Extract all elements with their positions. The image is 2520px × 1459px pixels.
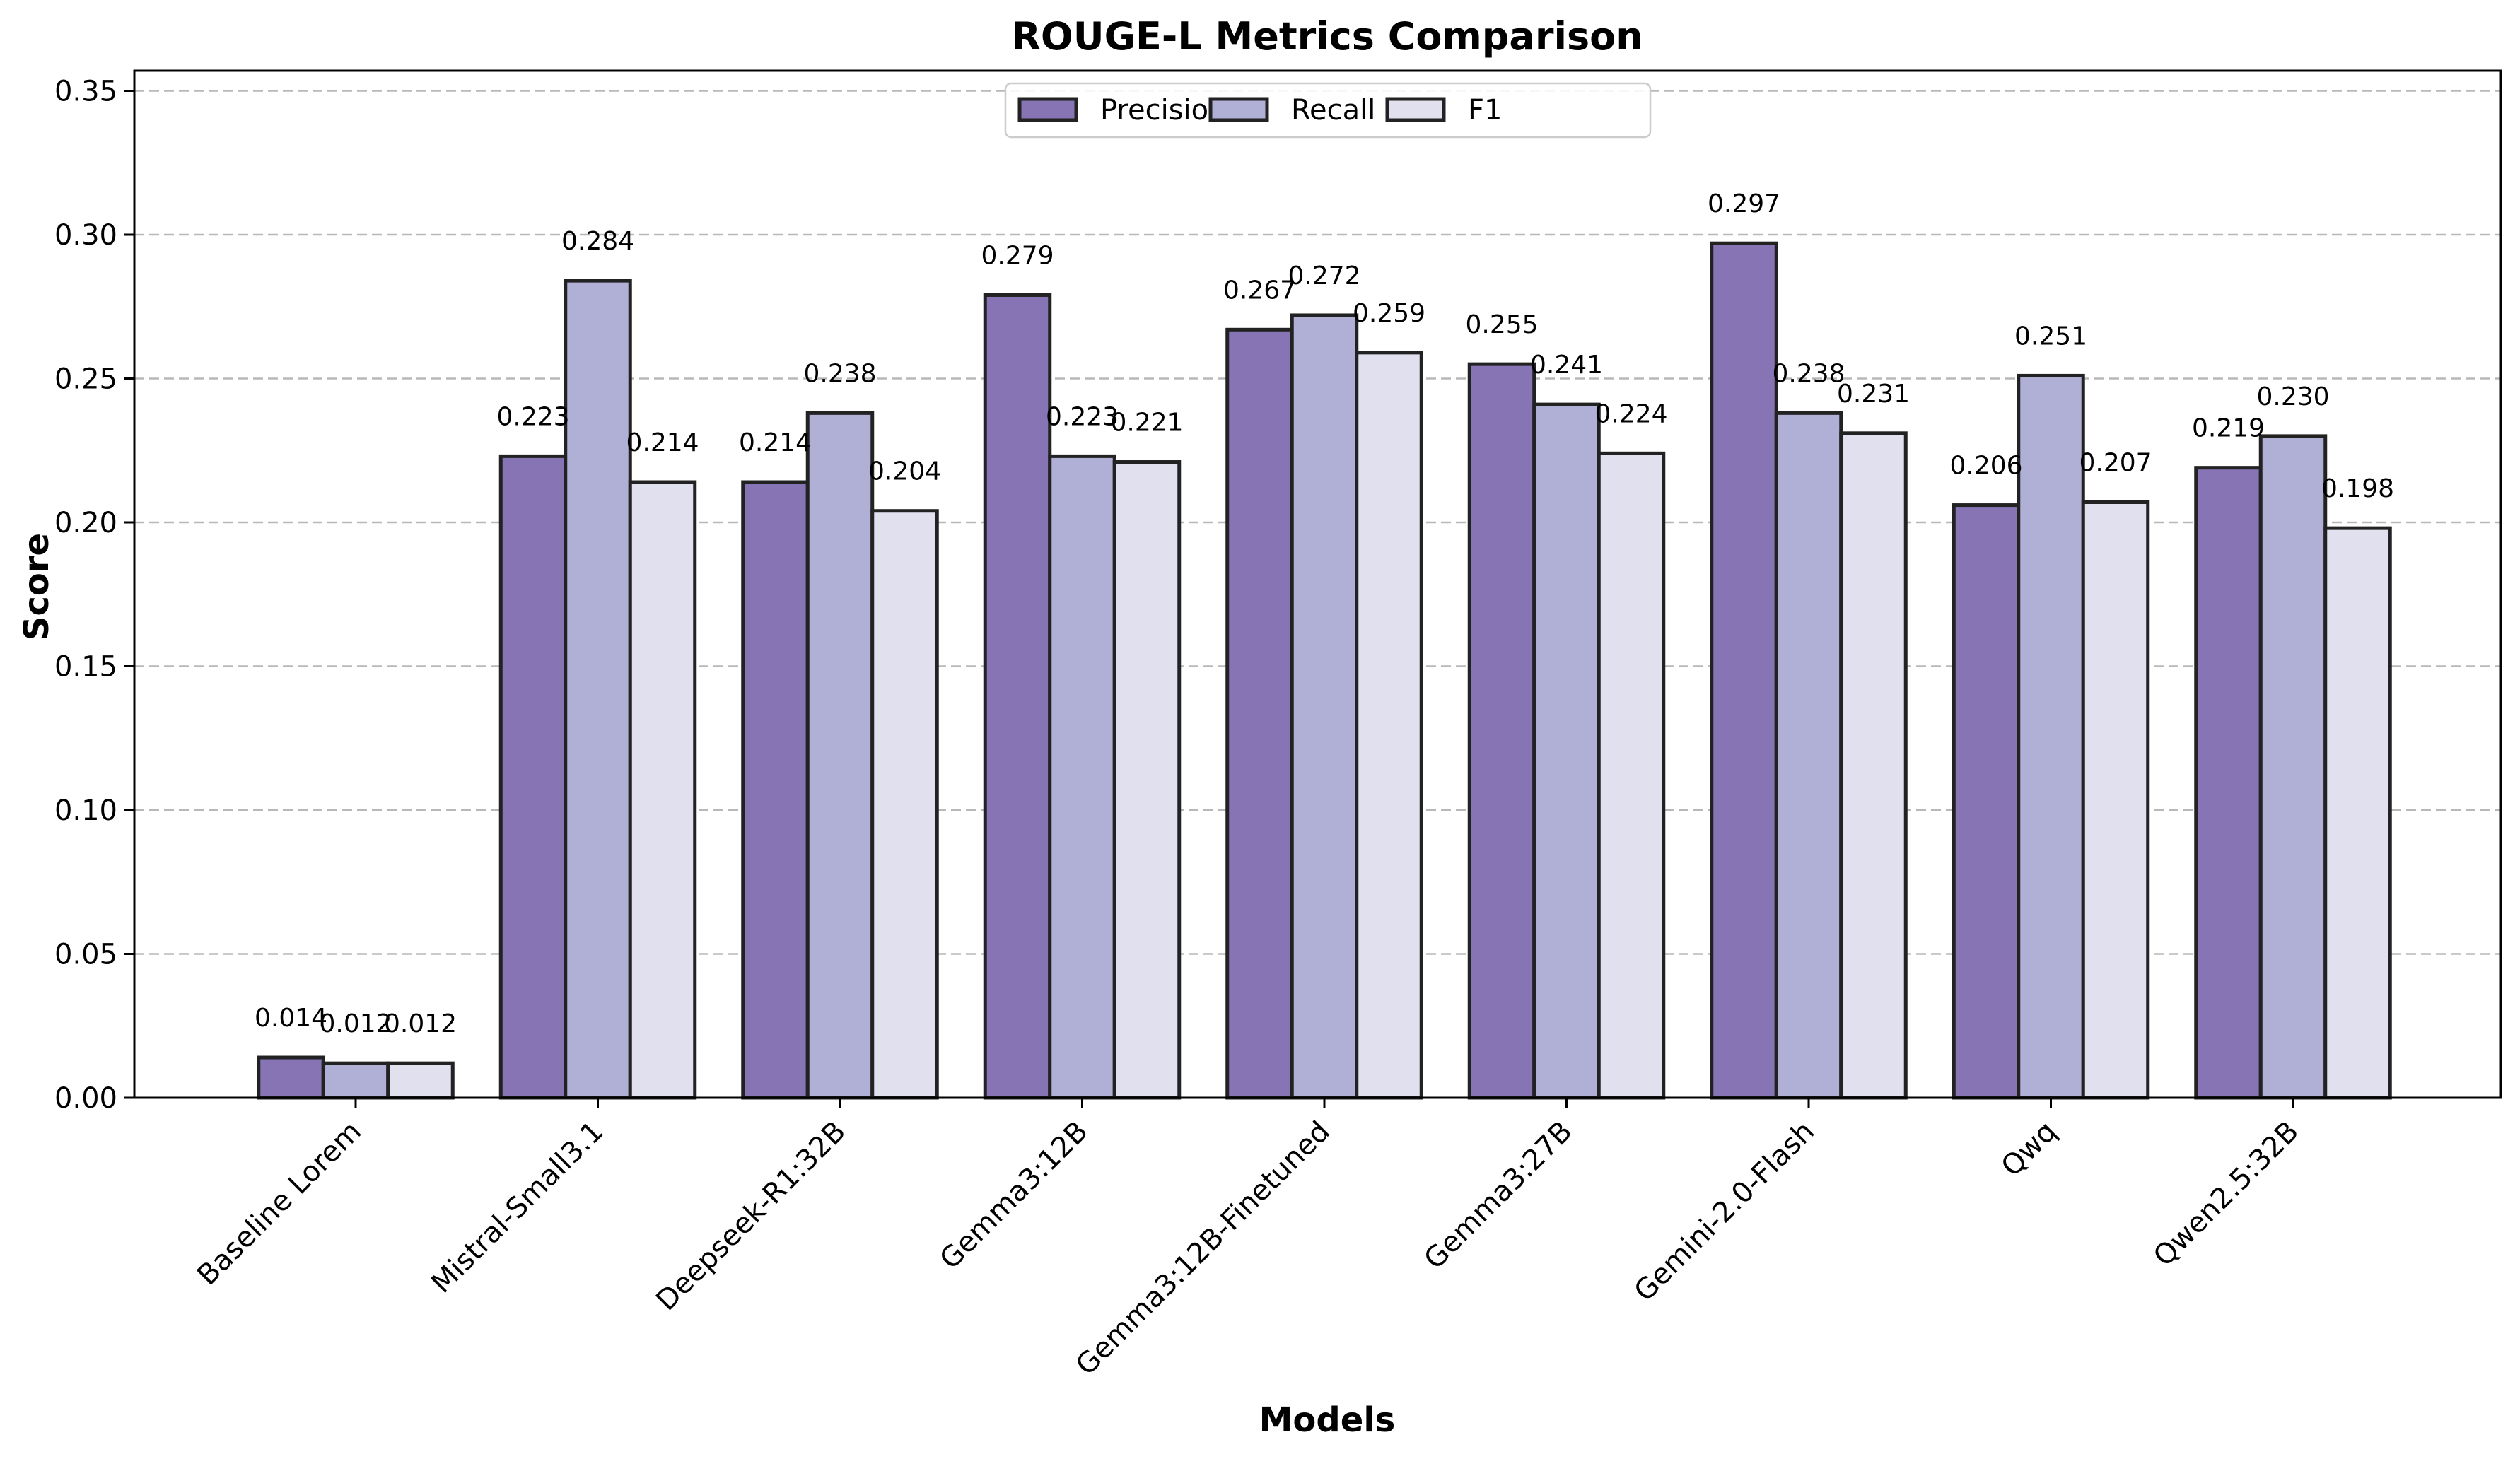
y-axis: 0.00 0.05 0.10 0.15 0.20 0.25 0.30 0.35 [54,75,134,1115]
y-tick-label: 0.10 [54,795,117,827]
legend-label-recall: Recall [1291,94,1375,127]
value-label: 0.207 [2079,449,2152,478]
legend-label-f1: F1 [1468,94,1502,127]
value-label: 0.284 [561,227,634,256]
bar-precision [1952,503,2021,1100]
value-label: 0.012 [319,1009,392,1038]
value-label: 0.238 [1772,359,1845,388]
bar-f1 [870,509,939,1100]
bar-recall [1532,402,1601,1100]
y-tick-label: 0.20 [54,507,117,539]
bar-f1 [386,1061,455,1100]
bar-f1 [2081,500,2150,1100]
value-label: 0.279 [981,241,1054,270]
value-label: 0.014 [255,1004,327,1033]
value-label: 0.219 [2192,414,2265,443]
chart-title: ROUGE-L Metrics Comparison [1011,14,1643,59]
legend-swatch-precision [1017,97,1078,122]
bar-recall [321,1061,390,1100]
bar-recall [2258,434,2328,1100]
bar-recall [805,411,875,1100]
legend: Precision Recall F1 [1004,82,1652,139]
value-label: 0.012 [384,1009,457,1038]
x-tick-label: Qwen2.5:32B [2147,1115,2305,1273]
y-tick-label: 0.35 [54,75,117,107]
bar-recall [564,279,632,1100]
x-tick-label: Gemma3:27B [1418,1115,1578,1276]
value-label: 0.224 [1594,399,1667,428]
value-label: 0.230 [2256,382,2329,411]
value-label: 0.251 [2014,322,2087,351]
value-label: 0.231 [1837,380,1910,409]
value-label: 0.198 [2321,474,2394,503]
bar-precision [1710,241,1778,1100]
value-label: 0.238 [803,359,876,388]
bar-recall [2017,373,2085,1100]
bars [257,241,2392,1100]
value-label: 0.255 [1465,310,1538,339]
bar-f1 [1355,351,1423,1100]
value-label: 0.272 [1288,262,1360,291]
x-tick-label: Gemma3:12B [933,1115,1094,1276]
bar-f1 [1112,460,1182,1100]
y-axis-title: Score [17,533,57,640]
y-tick-label: 0.25 [54,363,117,395]
y-tick-label: 0.00 [54,1082,117,1115]
x-tick-label: Gemma3:12B-Finetuned [1070,1115,1336,1382]
value-label: 0.204 [868,457,941,486]
bar-recall [1048,454,1116,1100]
value-label: 0.267 [1223,276,1296,305]
bar-precision [741,480,810,1100]
bar-precision [2194,466,2263,1100]
value-label: 0.223 [1046,402,1119,431]
x-tick-label: Deepseek-R1:32B [650,1115,852,1318]
bar-f1 [628,480,697,1100]
x-axis: Baseline Lorem Mistral-Small3.1 Deepseek-R… [191,1098,2305,1382]
y-tick-label: 0.30 [54,219,117,252]
bar-precision [257,1055,325,1100]
bar-f1 [2323,526,2392,1100]
value-label: 0.223 [496,402,569,431]
x-tick-label: Baseline Lorem [191,1115,368,1292]
x-tick-label: Mistral-Small3.1 [425,1115,609,1300]
bar-precision [1467,362,1536,1100]
bar-f1 [1839,431,1908,1100]
value-label: 0.259 [1353,299,1425,328]
bar-recall [1290,313,1359,1100]
value-label: 0.206 [1949,452,2022,481]
value-label: 0.214 [626,428,699,457]
bar-precision [1225,327,1294,1100]
plot-frame [133,69,2502,1099]
value-label: 0.241 [1530,351,1603,380]
value-labels: 0.014 0.223 0.214 0.279 0.267 0.255 0.297 0.206… [255,189,2394,1038]
value-label: 0.297 [1708,189,1780,218]
legend-box [1004,82,1652,139]
bar-recall [1774,411,1843,1100]
value-label: 0.214 [739,428,812,457]
bar-precision [983,293,1052,1100]
bar-precision [498,454,568,1100]
value-label: 0.221 [1110,409,1183,438]
y-tick-label: 0.15 [54,650,117,683]
x-tick-label: Gemini-2.0-Flash [1628,1115,1821,1308]
legend-label-precision: Precision [1100,94,1226,127]
x-axis-title: Models [1259,1400,1396,1440]
bar-f1 [1597,451,1666,1100]
y-tick-label: 0.05 [54,938,117,971]
legend-swatch-f1 [1385,97,1446,122]
x-tick-label: Qwq [1995,1115,2063,1183]
legend-swatch-recall [1208,97,1269,122]
